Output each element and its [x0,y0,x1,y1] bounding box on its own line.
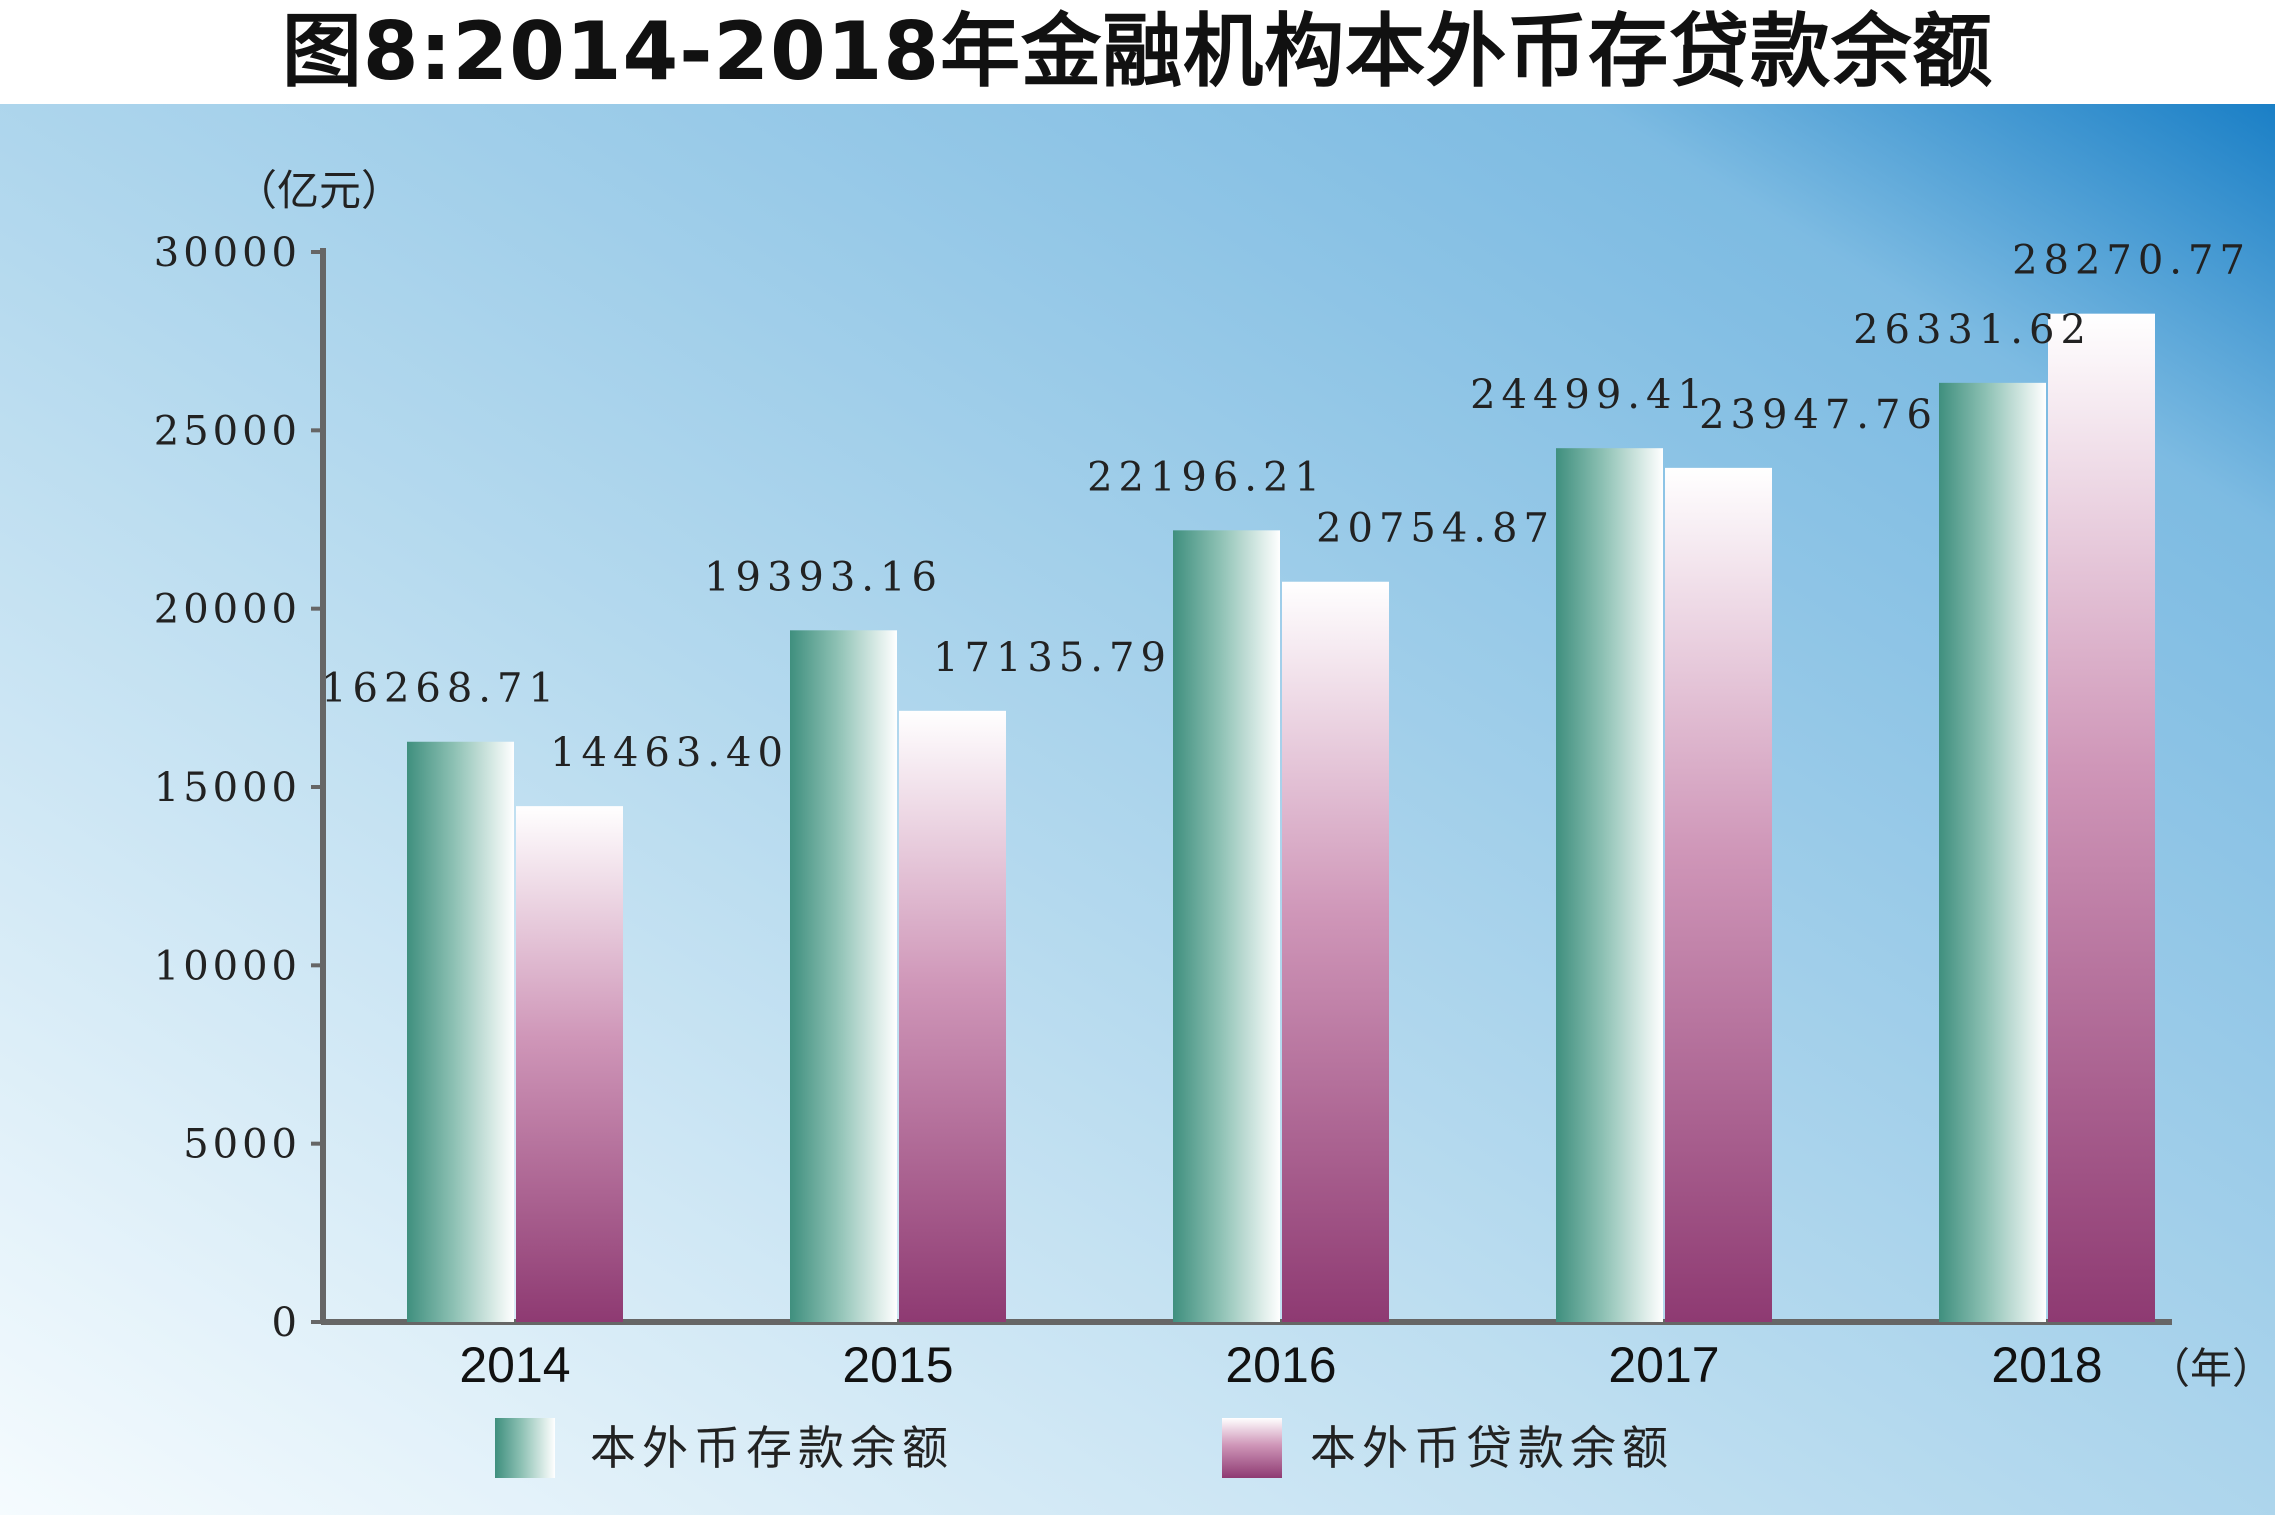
value-label: 14463.40 [550,730,789,776]
value-labels: 16268.71 14463.40 19393.16 17135.79 22196.21… [321,238,2251,776]
legend-swatch-deposit [495,1418,555,1478]
y-tick-label: 25000 [154,408,301,454]
value-label: 24499.41 [1470,372,1709,418]
value-label: 22196.21 [1087,454,1326,500]
title-bar: 图8:2014-2018年金融机构本外币存贷款余额 [0,0,2275,104]
chart-title: 图8:2014-2018年金融机构本外币存贷款余额 [281,5,1994,98]
bar-deposit [1939,382,2046,1323]
y-tick-label: 30000 [154,230,301,276]
x-tick-label: 2015 [842,1337,953,1393]
y-tick-label: 10000 [154,943,301,989]
value-label: 26331.62 [1853,307,2092,353]
legend-label-deposit: 本外币存款余额 [590,1421,954,1475]
bar-loan [1665,467,1772,1322]
bar-deposit [790,630,897,1322]
bar-deposit [1173,530,1280,1322]
value-label: 16268.71 [321,666,560,712]
x-tick-label: 2014 [459,1337,570,1393]
x-tick-label: 2018 [1991,1337,2102,1393]
bar-loan [899,710,1006,1322]
legend-label-loan: 本外币贷款余额 [1310,1421,1674,1475]
legend: 本外币存款余额 本外币贷款余额 [495,1418,1674,1478]
y-tick-label: 15000 [154,765,301,811]
bar-deposit [1556,448,1663,1322]
y-tick-label: 20000 [154,587,301,633]
value-label: 23947.76 [1699,392,1938,438]
y-tick-label: 0 [272,1300,301,1346]
x-tick-label: 2016 [1225,1337,1336,1393]
value-label: 17135.79 [933,635,1172,681]
y-tick-label: 5000 [183,1122,301,1168]
x-axis-unit: （年） [2148,1344,2274,1393]
x-tick-label: 2017 [1608,1337,1719,1393]
plot-background [0,104,2275,1515]
bar-loan [2048,313,2155,1322]
y-axis-unit: （亿元） [235,166,403,215]
bars [407,313,2155,1323]
value-label: 19393.16 [704,554,943,600]
bar-deposit [407,741,514,1322]
value-label: 28270.77 [2012,238,2251,284]
bar-loan [516,806,623,1322]
axes: 0 5000 10000 15000 20000 25000 30000 2014 2015 20… [154,230,2172,1393]
bar-loan [1282,581,1389,1322]
legend-swatch-loan [1222,1418,1282,1478]
value-label: 20754.87 [1316,506,1555,552]
